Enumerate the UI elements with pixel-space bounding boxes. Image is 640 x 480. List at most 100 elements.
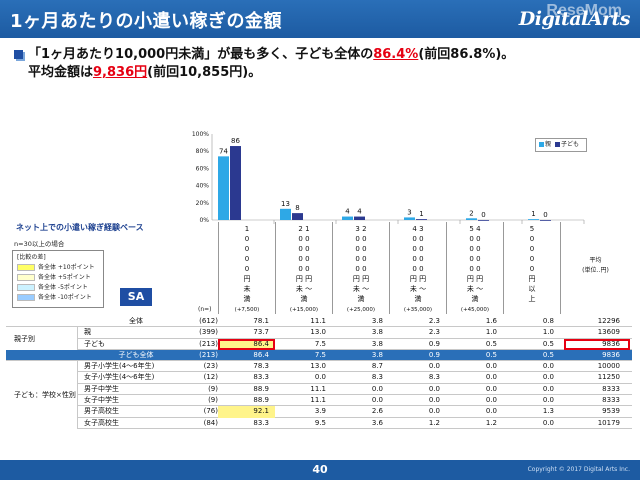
row-n: (399) xyxy=(199,328,218,337)
compare-items: 各全体 +10ポイント 各全体 +5ポイント 各全体 -5ポイント 各全体 -10ポイ… xyxy=(17,263,99,303)
row-group-label: 子ども：学校×性別 xyxy=(6,361,78,429)
title-bar: 1ヶ月あたりの小遣い稼ぎの金額 ReseMom DigitalArts xyxy=(0,0,640,38)
table-cell: 0.0 xyxy=(542,362,554,371)
table-cell: 8.7 xyxy=(371,362,383,371)
row-average: 8333 xyxy=(602,396,620,405)
row-group-label: 親子別 xyxy=(6,327,78,350)
bar-parent xyxy=(342,216,353,220)
row-label: 女子中学生 xyxy=(84,396,119,405)
category-header: 5 0 0 0 0 円 以 上 xyxy=(503,222,560,314)
slide-title: 1ヶ月あたりの小遣い稼ぎの金額 xyxy=(10,11,283,32)
table-cell: 3.9 xyxy=(314,407,326,416)
row-average: 11250 xyxy=(597,373,620,382)
table-cell: 3.8 xyxy=(371,339,383,348)
row-label: 女子小学生(4〜6年生) xyxy=(84,373,155,382)
bar-parent xyxy=(218,156,229,220)
row-average: 9836 xyxy=(602,350,620,359)
table-cell: 0.0 xyxy=(542,396,554,405)
table-cell: 0.9 xyxy=(428,350,440,359)
bar-value-label: 4 xyxy=(357,208,362,216)
sa-badge: SA xyxy=(120,288,152,306)
row-average: 8333 xyxy=(602,384,620,393)
table-cell: 92.1 xyxy=(218,406,275,418)
bar-value-label: 8 xyxy=(295,204,299,212)
row-average: 12296 xyxy=(597,317,620,325)
row-label: 親 xyxy=(84,328,91,337)
y-tick-label: 20% xyxy=(196,200,210,207)
compare-title: [比較の差] xyxy=(17,254,46,261)
table-row: 男子高校生 (76) 92.1 3.9 2.6 0.0 0.0 1.3 9539 xyxy=(6,406,632,418)
category-headers: 1 0 0 0 0 円 未 満 (+7,500) 2 1 0 0 0 0 0 0 0… xyxy=(218,222,630,314)
table-cell: 0.0 xyxy=(485,384,497,393)
headline-highlight: 86.4% xyxy=(373,47,419,62)
row-n: (76) xyxy=(203,407,218,416)
average-header-label: 平均 (単位‥円) xyxy=(582,257,609,274)
category-header: 2 1 0 0 0 0 0 0 0 0 円 円 未 〜 満 (+15,000) xyxy=(275,222,332,314)
y-tick-label: 100% xyxy=(192,131,209,138)
table-cell: 86.4 xyxy=(253,350,269,359)
headline-text: (前回10,855円)。 xyxy=(147,65,262,80)
table-cell: 8.3 xyxy=(371,373,383,382)
row-n: (23) xyxy=(203,362,218,371)
bar-chart: 0% 20% 40% 60% 80% 100% 74 86 13 8 4 4 3 1 2 0 1 0 xyxy=(186,128,586,240)
bar-value-label: 0 xyxy=(481,211,485,219)
table-cell: 7.5 xyxy=(314,339,326,348)
table-cell: 0.0 xyxy=(428,362,440,371)
row-average: 10179 xyxy=(597,418,620,427)
row-n: (213) xyxy=(199,339,218,348)
n-note: n=30以上の場合 xyxy=(14,240,65,248)
table-row: 女子小学生(4〜6年生) (12) 83.3 0.0 8.3 8.3 0.0 0.0 11250 xyxy=(6,372,632,384)
table-cell: 0.5 xyxy=(485,350,497,359)
compare-item: 各全体 +5ポイント xyxy=(17,273,99,283)
row-label: 男子中学生 xyxy=(84,384,119,393)
bar-child xyxy=(540,220,551,221)
bar-value-label: 2 xyxy=(469,209,473,217)
category-amount: (+35,000) xyxy=(403,307,433,313)
category-amount: (+7,500) xyxy=(234,307,260,313)
table-row: 全体 (612) 78.1 11.1 3.8 2.3 1.6 0.8 12296 xyxy=(6,316,632,328)
logo-text: DigitalArts xyxy=(518,8,631,30)
chart-legend: 親 子ども xyxy=(535,138,587,152)
category-header: 1 0 0 0 0 円 未 満 (+7,500) xyxy=(218,222,275,314)
category-label: 2 1 0 0 0 0 0 0 0 0 円 円 未 〜 満 xyxy=(295,225,313,303)
table-row: 男子中学生 (9) 88.9 11.1 0.0 0.0 0.0 0.0 8333 xyxy=(6,384,632,396)
legend-label: 親 xyxy=(545,141,552,148)
row-label: 男子小学生(4〜6年生) xyxy=(84,362,155,371)
compare-label: 各全体 +5ポイント xyxy=(38,274,91,281)
table-cell: 78.3 xyxy=(253,362,269,371)
table-cell: 0.0 xyxy=(428,384,440,393)
table-cell: 0.9 xyxy=(428,339,440,348)
row-average: 9539 xyxy=(602,407,620,416)
legend-swatch xyxy=(539,142,544,147)
row-label: 子ども全体 xyxy=(118,350,154,359)
bar-child xyxy=(416,219,427,220)
bar-value-label: 86 xyxy=(231,137,240,145)
bar-parent xyxy=(528,219,539,220)
table-cell: 1.6 xyxy=(485,317,497,325)
table-cell: 86.4 xyxy=(218,338,275,350)
table-row: 子ども全体 (213) 86.4 7.5 3.8 0.9 0.5 0.5 9836 xyxy=(6,349,632,362)
table-cell: 7.5 xyxy=(314,350,326,359)
headline-line-2: 平均金額は9,836円(前回10,855円)。 xyxy=(14,64,614,82)
category-amount: (+45,000) xyxy=(460,307,490,313)
y-tick-label: 0% xyxy=(199,217,209,224)
row-n: (9) xyxy=(208,384,218,393)
table-cell: 1.3 xyxy=(542,407,554,416)
compare-swatch xyxy=(17,284,35,291)
bar-parent xyxy=(404,217,415,220)
bar-value-label: 3 xyxy=(407,208,411,216)
headline-line-1: 「1ヶ月あたり10,000円未満」が最も多く、子ども全体の86.4%(前回86.… xyxy=(14,46,614,64)
table-row: 親 (399) 73.7 13.0 3.8 2.3 1.0 1.0 13609 xyxy=(6,327,632,339)
bar-value-label: 1 xyxy=(419,210,423,218)
table-cell: 0.0 xyxy=(485,407,497,416)
y-tick-label: 60% xyxy=(196,165,210,172)
table-cell: 0.0 xyxy=(542,373,554,382)
bar-parent xyxy=(466,218,477,220)
table-cell: 11.1 xyxy=(310,396,326,405)
table-cell: 3.8 xyxy=(371,317,383,325)
category-header: 3 2 0 0 0 0 0 0 0 0 円 円 未 〜 満 (+25,000) xyxy=(332,222,389,314)
row-n: (9) xyxy=(208,396,218,405)
footer: 40 Copyright © 2017 Digital Arts Inc. xyxy=(0,460,640,480)
